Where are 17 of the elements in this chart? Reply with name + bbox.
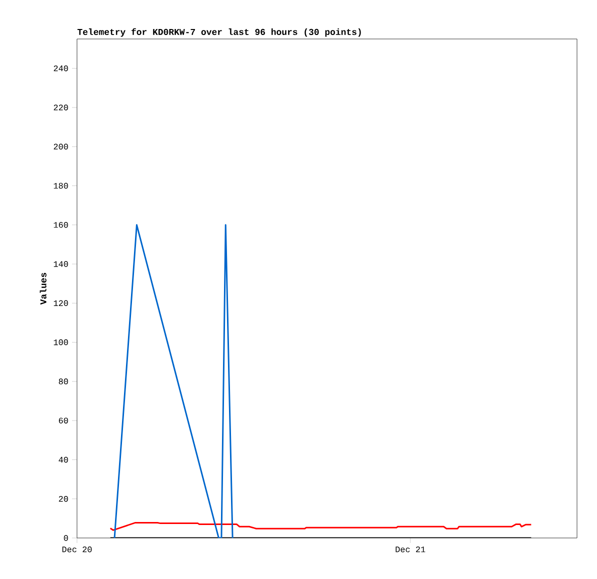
y-tick-label: 100: [54, 339, 68, 346]
y-tick-label: 0: [64, 535, 68, 541]
chart-title: Telemetry for KD0RKW-7 over last 96 hours (30 points): [77, 28, 361, 37]
y-tick-label: 20: [58, 496, 68, 502]
y-tick-label: 200: [54, 144, 68, 150]
y-tick-label: 140: [54, 261, 68, 267]
y-tick-label: 120: [54, 300, 68, 306]
y-tick-label: 220: [54, 104, 68, 110]
y-tick-label: 240: [54, 65, 68, 72]
x-tick-label: Dec 21: [396, 546, 426, 552]
y-tick-label: 80: [58, 378, 68, 384]
y-tick-label: 60: [58, 418, 68, 424]
y-tick-label: 160: [54, 222, 68, 228]
y-axis-title: Values: [40, 272, 46, 305]
y-tick-label: 40: [58, 456, 68, 463]
y-tick-label: 180: [54, 182, 68, 189]
x-tick-label: Dec 20: [62, 546, 92, 552]
